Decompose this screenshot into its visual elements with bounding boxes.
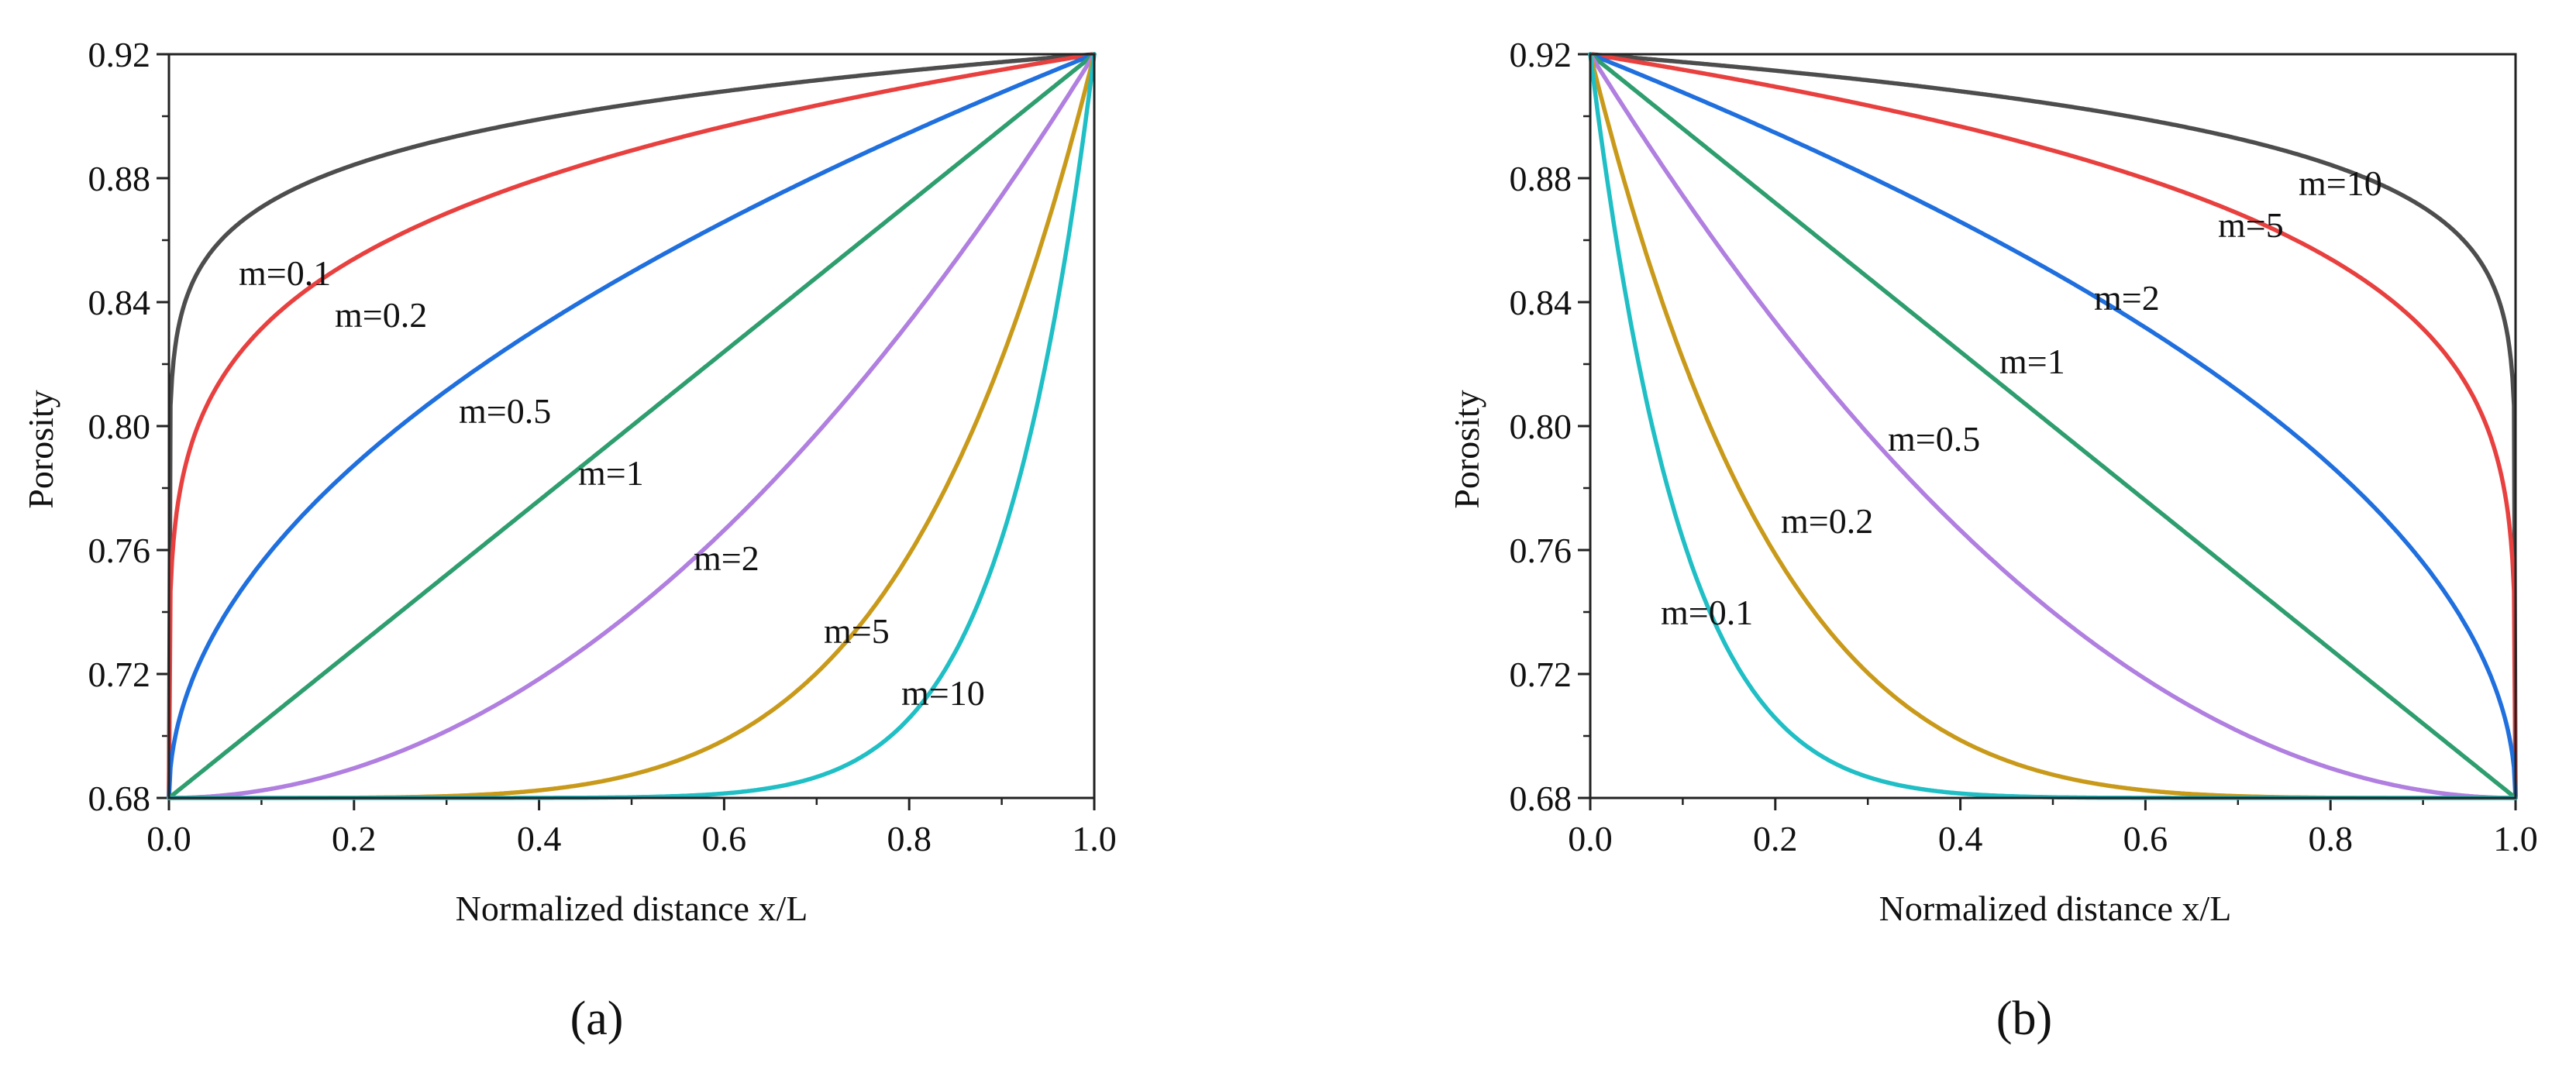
x-axis-title: Normalized distance x/L xyxy=(456,889,808,928)
curve-label-m-10: m=10 xyxy=(901,673,985,713)
series-line-m-2 xyxy=(167,52,1097,800)
curve-label-m-2: m=2 xyxy=(2094,278,2160,318)
y-tick-label: 0.76 xyxy=(1510,531,1572,570)
x-tick-label: 1.0 xyxy=(2493,819,2538,858)
y-tick-label: 0.68 xyxy=(1510,779,1572,818)
x-tick-label: 0.0 xyxy=(1568,819,1613,858)
x-tick-label: 1.0 xyxy=(1072,819,1117,858)
y-tick-label: 0.84 xyxy=(88,283,151,322)
panel-caption-a: (a) xyxy=(570,992,624,1045)
curve-label-m-5: m=5 xyxy=(824,611,890,651)
series-line-m-2 xyxy=(1588,52,2518,800)
curve-label-m-0-2: m=0.2 xyxy=(1781,501,1873,541)
curve-label-m-1: m=1 xyxy=(1999,342,2065,381)
curve-label-m-1: m=1 xyxy=(578,453,644,493)
y-tick-label: 0.92 xyxy=(88,35,151,74)
y-tick-label: 0.84 xyxy=(1510,283,1572,322)
axis-ticks: 0.0 0.2 0.4 0.6 0.8 1.0 0.68 0.72 0.76 0.80 0.84 0.… xyxy=(1510,35,2538,858)
plot-frame xyxy=(167,53,1096,800)
series-line-m-0-2 xyxy=(1588,52,2518,800)
x-axis-title: Normalized distance x/L xyxy=(1879,889,2232,928)
y-axis-title: Porosity xyxy=(1447,390,1486,508)
panel-b: Porosity Normalized distance x/L 0.0 0.2 0… xyxy=(1447,35,2538,1045)
x-tick-label: 0.2 xyxy=(332,819,377,858)
y-axis-title: Porosity xyxy=(21,390,60,508)
series-line-m-0-5 xyxy=(1588,52,2518,800)
curve-label-m-0-5: m=0.5 xyxy=(1888,419,1980,459)
y-tick-label: 0.88 xyxy=(1510,159,1572,198)
curve-label-m-0-1: m=0.1 xyxy=(1661,593,1753,632)
curve-label-m-2: m=2 xyxy=(694,538,759,578)
x-tick-label: 0.6 xyxy=(702,819,747,858)
y-tick-label: 0.80 xyxy=(1510,407,1572,446)
x-tick-label: 0.6 xyxy=(2123,819,2168,858)
series-line-m-0-1 xyxy=(167,52,1097,800)
curve-label-m-0-5: m=0.5 xyxy=(459,391,551,431)
curve-label-m-0-2: m=0.2 xyxy=(335,295,427,335)
x-tick-label: 0.0 xyxy=(146,819,191,858)
x-tick-label: 0.8 xyxy=(2308,819,2353,858)
panel-a: Porosity Normalized distance x/L 0.0 0.2 0… xyxy=(21,35,1117,1045)
y-tick-label: 0.72 xyxy=(1510,655,1572,694)
series-line-m-0-5 xyxy=(167,52,1097,800)
axis-ticks: 0.0 0.2 0.4 0.6 0.8 1.0 0.68 0.72 0.76 0.80 0.84 0.… xyxy=(88,35,1117,858)
y-tick-label: 0.76 xyxy=(88,531,151,570)
y-tick-label: 0.72 xyxy=(88,655,151,694)
panel-caption-b: (b) xyxy=(1996,992,2052,1045)
series-line-m-1 xyxy=(1588,52,2518,800)
curve-label-m-10: m=10 xyxy=(2299,163,2382,203)
series-line-m-0-1 xyxy=(1588,52,2518,800)
y-tick-label: 0.80 xyxy=(88,407,151,446)
y-tick-label: 0.68 xyxy=(88,779,151,818)
x-tick-label: 0.4 xyxy=(1938,819,1983,858)
series-line-m-0-2 xyxy=(167,52,1097,800)
x-tick-label: 0.4 xyxy=(517,819,562,858)
x-tick-label: 0.8 xyxy=(887,819,932,858)
y-tick-label: 0.92 xyxy=(1510,35,1572,74)
curve-label-m-5: m=5 xyxy=(2218,205,2284,245)
y-tick-label: 0.88 xyxy=(88,159,151,198)
series-line-m-1 xyxy=(167,52,1097,800)
x-tick-label: 0.2 xyxy=(1753,819,1798,858)
curve-label-m-0-1: m=0.1 xyxy=(239,253,331,293)
plot-frame xyxy=(1589,53,2517,800)
